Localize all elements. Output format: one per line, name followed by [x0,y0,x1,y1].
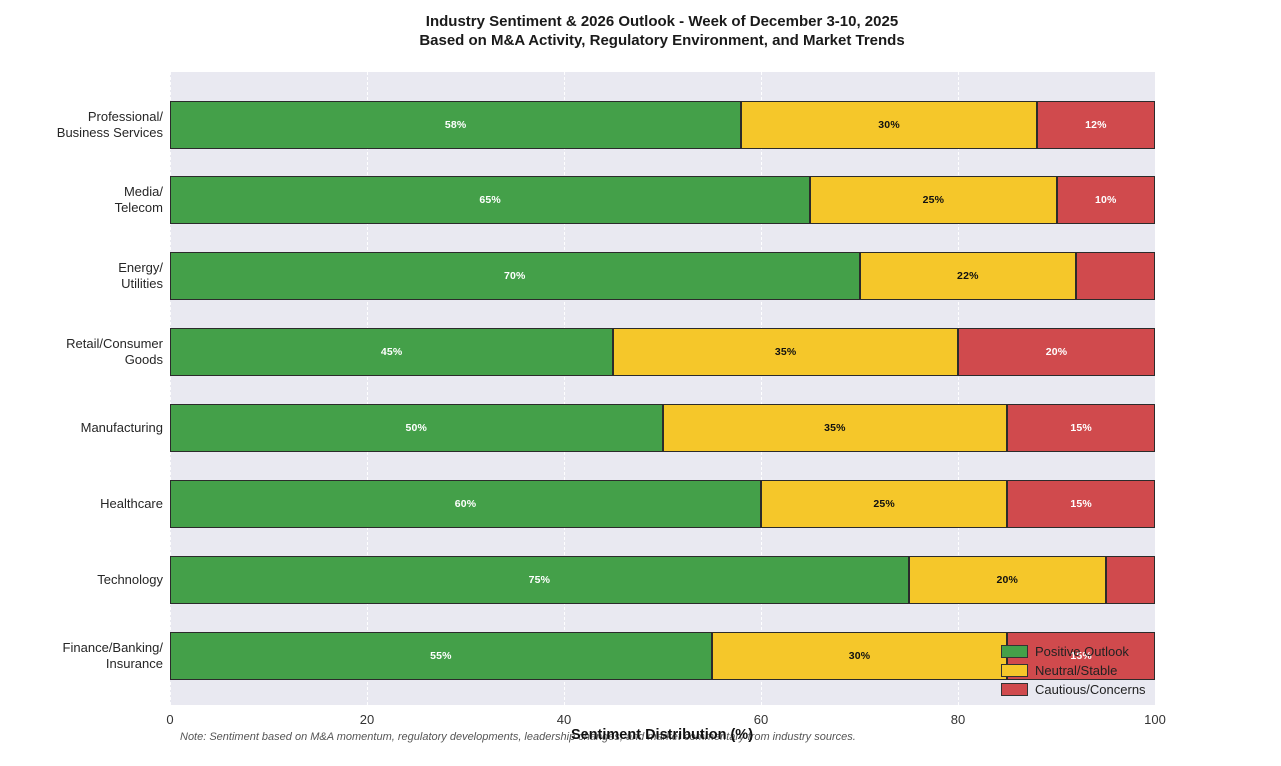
y-axis-label-energy: Energy/ Utilities [118,260,163,292]
bar-row-energy: 70% 22% [170,252,1155,301]
bar-row-manufacturing: 50% 35% 15% [170,404,1155,453]
bar-value-label: 22% [957,270,979,283]
bar-value-label: 60% [454,498,477,510]
bar-row-retail-consumer: 45% 35% 20% [170,328,1155,377]
bar-segment-cautious-concerns: 10% [1056,176,1155,225]
chart-title-block: Industry Sentiment & 2026 Outlook - Week… [419,12,904,50]
gridline [761,72,762,705]
bar-segment-cautious-concerns: 12% [1036,100,1155,149]
bar-row-professional: 58% 30% 12% [170,100,1155,149]
bar-segment-neutral-stable: 30% [711,631,1008,680]
y-axis-label-healthcare: Healthcare [100,496,163,511]
bar-segment-positive-outlook: 55% [170,631,712,680]
bar-value-label: 25% [873,498,895,510]
bar-segment-positive-outlook: 70% [170,252,860,301]
bar-segment-cautious-concerns: 15% [1007,404,1155,453]
bar-segment-neutral-stable: 20% [908,555,1106,604]
bar-segment-positive-outlook: 60% [170,480,761,528]
bar-segment-positive-outlook: 65% [170,176,811,225]
x-tick-label-100: 100 [1144,712,1166,727]
bar-segment-neutral-stable: 35% [662,404,1008,453]
bar-segment-neutral-stable: 30% [741,100,1037,149]
bar-value-label: 15% [1070,422,1092,435]
bar-segment-positive-outlook: 50% [170,404,663,453]
y-axis-label-professional: Professional/ Business Services [56,108,163,140]
bar-value-label: 58% [444,118,467,131]
x-tick-label-40: 40 [556,712,572,727]
bar-value-label: 65% [479,194,501,207]
bar-row-finance-banking: 55% 30% 15% [170,631,1155,680]
bar-value-label: 30% [878,118,900,131]
gridline [367,72,368,705]
bar-row-media: 65% 25% 10% [170,176,1155,225]
bar-value-label: 20% [996,573,1019,586]
bar-segment-cautious-concerns: 20% [958,328,1155,377]
bar-segment-positive-outlook: 75% [170,555,909,604]
y-axis-label-technology: Technology [97,571,163,587]
bar-segment-neutral-stable: 25% [761,480,1008,528]
legend-swatch-cautious-concerns [1001,683,1028,696]
legend-item-cautious-concerns: Cautious/Concerns [1001,680,1146,699]
y-axis-label-finance-banking: Finance/Banking/ Insurance [62,639,163,671]
gridline [564,72,565,705]
gridline [958,72,959,705]
bar-value-label: 55% [430,649,452,662]
x-tick-label-80: 80 [950,712,966,727]
y-axis-label-manufacturing: Manufacturing [80,420,163,436]
bar-value-label: 30% [848,649,871,662]
bar-value-label: 35% [824,422,846,435]
bar-value-label: 20% [1045,346,1068,359]
plot-area: 58% 30% 12% 65% 25% 10% 70% 22% 45% 35% 20% 50% 35% 1… [170,72,1156,705]
legend-swatch-positive-outlook [1001,645,1028,658]
gridline [1155,72,1156,705]
bar-value-label: 15% [1070,498,1092,510]
bar-segment-positive-outlook: 58% [170,100,742,149]
legend-item-neutral-stable: Neutral/Stable [1001,661,1146,680]
legend: Positive Outlook Neutral/Stable Cautious/C… [1001,642,1146,699]
bar-segment-neutral-stable: 35% [613,328,958,377]
legend-label: Neutral/Stable [1035,663,1118,678]
legend-item-positive-outlook: Positive Outlook [1001,642,1146,661]
footnote: Note: Sentiment based on M&A momentum, r… [180,731,856,743]
bar-value-label: 35% [774,346,797,359]
bar-value-label: 50% [405,422,428,435]
gridline [170,72,171,705]
legend-swatch-neutral-stable [1001,664,1028,677]
x-axis-label: Sentiment Distribution (%) [570,727,754,743]
bar-segment-positive-outlook: 45% [170,328,614,377]
bar-segment-cautious-concerns [1076,252,1155,301]
bar-segment-cautious-concerns: 15% [1007,631,1155,680]
x-tick-label-20: 20 [359,712,375,727]
bar-value-label: 75% [528,573,551,586]
y-axis-label-retail-consumer: Retail/Consumer Goods [66,336,163,368]
bar-value-label: 10% [1094,194,1117,207]
bar-value-label: 25% [922,194,945,207]
x-tick-label-60: 60 [753,712,769,727]
bar-value-label: 70% [503,270,526,283]
legend-label: Positive Outlook [1035,644,1129,659]
bar-value-label: 15% [1070,649,1092,662]
bar-row-technology: 75% 20% [170,555,1155,604]
bar-segment-cautious-concerns [1105,555,1155,604]
bar-segment-neutral-stable: 25% [810,176,1057,225]
bar-row-healthcare: 60% 25% 15% [170,480,1155,528]
x-tick-label-0: 0 [166,712,174,727]
bar-segment-neutral-stable: 22% [859,252,1077,301]
chart-title: Industry Sentiment & 2026 Outlook - Week… [425,13,899,30]
bar-segment-cautious-concerns: 15% [1007,480,1155,528]
chart-subtitle: Based on M&A Activity, Regulatory Enviro… [419,32,905,49]
y-axis-label-media: Media/ Telecom [114,184,163,216]
bar-value-label: 12% [1085,118,1107,131]
legend-label: Cautious/Concerns [1035,682,1146,697]
bar-value-label: 45% [380,346,403,359]
